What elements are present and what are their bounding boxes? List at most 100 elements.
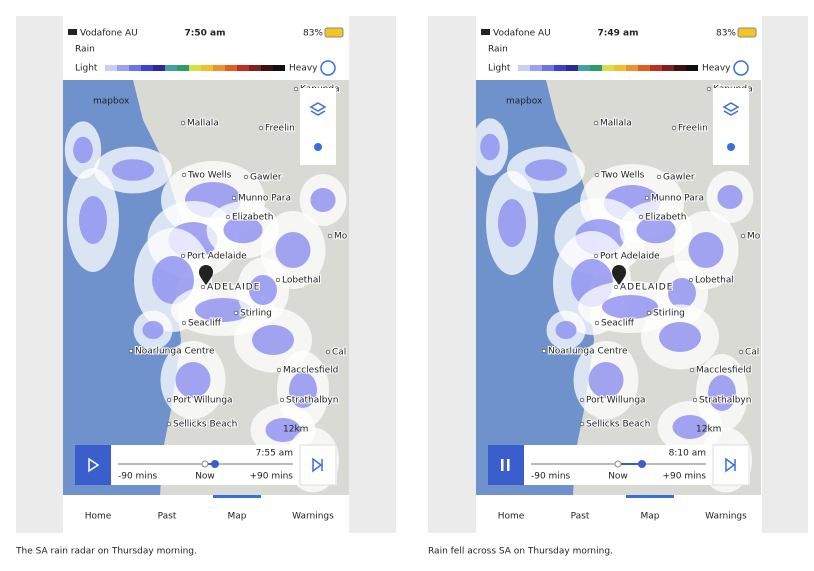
timeline-time: 7:55 am xyxy=(256,449,293,459)
place-label: Elizabeth xyxy=(645,213,686,223)
legend-swatch xyxy=(590,65,602,71)
legend-swatch xyxy=(686,65,698,71)
legend-swatch xyxy=(225,65,237,71)
info-button[interactable] xyxy=(733,60,749,76)
legend-swatch xyxy=(638,65,650,71)
layers-button[interactable] xyxy=(300,88,336,165)
legend-swatch xyxy=(662,65,674,71)
radar-map: mapboxKapundaMallalaFreelinTwo WellsGawl… xyxy=(63,80,349,495)
rain-cell xyxy=(252,325,294,355)
place-dot xyxy=(613,284,619,290)
place-label: Stirling xyxy=(653,309,685,319)
place-dot xyxy=(166,397,172,403)
timeline-end: +90 mins xyxy=(662,472,706,482)
nav-tab[interactable]: Past xyxy=(571,512,590,522)
place-dot xyxy=(128,348,134,354)
pause-icon xyxy=(507,459,510,471)
radar-map: mapboxKapundaMallalaFreelinTwo WellsGawl… xyxy=(476,80,761,495)
place-label: Noarlunga Centre xyxy=(548,347,628,357)
signal-icon xyxy=(68,29,77,35)
rain-cell xyxy=(152,256,194,304)
place-dot xyxy=(594,172,600,178)
slider-thumb[interactable] xyxy=(211,460,219,468)
place-dot xyxy=(325,349,331,355)
legend-swatch xyxy=(518,65,530,71)
place-label: Freelin xyxy=(678,124,708,134)
place-dot xyxy=(594,320,600,326)
legend-swatch xyxy=(177,65,189,71)
place-label: Macclesfield xyxy=(283,366,338,376)
info-button[interactable] xyxy=(320,60,336,76)
slider-thumb[interactable] xyxy=(638,460,646,468)
rain-cell xyxy=(708,375,736,411)
place-label: Two Wells xyxy=(187,171,232,181)
place-dot xyxy=(258,125,264,131)
legend-swatch xyxy=(201,65,213,71)
status-time: 7:50 am xyxy=(185,29,226,39)
rain-cell xyxy=(668,278,696,308)
legend-swatch xyxy=(578,65,590,71)
place-dot xyxy=(656,174,662,180)
map-scale: 12km xyxy=(283,425,308,435)
place-label: Strathalbyn xyxy=(699,396,751,406)
legend-swatch xyxy=(141,65,153,71)
timeline-start: -90 mins xyxy=(531,472,571,482)
legend-swatch xyxy=(129,65,141,71)
place-dot xyxy=(593,253,599,259)
rain-cell xyxy=(112,159,154,181)
rain-cell xyxy=(249,275,277,305)
layers-button[interactable] xyxy=(713,88,749,165)
play-button[interactable] xyxy=(75,445,111,485)
timeline-end: +90 mins xyxy=(249,472,293,482)
rain-cell xyxy=(73,136,93,164)
location-pin xyxy=(199,265,213,285)
rain-cell xyxy=(223,216,263,244)
timeline-now: Now xyxy=(195,472,215,482)
rain-cell xyxy=(672,415,708,439)
place-label: ADELAIDE xyxy=(620,283,673,293)
skip-button[interactable] xyxy=(299,444,337,486)
rain-cell xyxy=(289,372,317,408)
rain-cell xyxy=(659,322,701,352)
place-dot xyxy=(593,120,599,126)
place-dot xyxy=(279,397,285,403)
place-dot xyxy=(738,349,744,355)
rain-cell xyxy=(195,298,251,322)
nav-tab[interactable]: Map xyxy=(641,512,660,522)
place-label: Port Willunga xyxy=(586,396,646,406)
skip-button[interactable] xyxy=(712,444,750,486)
place-dot xyxy=(275,277,281,283)
timeline-time: 8:10 am xyxy=(669,449,706,459)
nav-tab[interactable]: Home xyxy=(498,512,525,522)
place-dot xyxy=(180,253,186,259)
carrier: Vodafone AU xyxy=(80,29,138,39)
legend-swatch xyxy=(602,65,614,71)
place-dot xyxy=(181,320,187,326)
legend-low: Light xyxy=(75,64,98,74)
legend-swatch xyxy=(530,65,542,71)
nav-tab[interactable]: Map xyxy=(228,512,247,522)
nav-tab[interactable]: Warnings xyxy=(292,512,334,522)
place-dot xyxy=(233,310,239,316)
legend-swatch xyxy=(189,65,201,71)
rain-cell xyxy=(79,196,107,244)
place-label: Lobethal xyxy=(695,276,734,286)
rain-cell xyxy=(175,362,211,398)
place-label: Mallala xyxy=(187,119,219,129)
skip-icon xyxy=(725,457,736,473)
place-dot xyxy=(692,397,698,403)
legend-swatch xyxy=(614,65,626,71)
place-label: Freelin xyxy=(265,124,295,134)
nav-tab[interactable]: Warnings xyxy=(705,512,747,522)
nav-tab[interactable]: Home xyxy=(85,512,112,522)
play-button[interactable] xyxy=(488,445,524,485)
legend-swatch xyxy=(249,65,261,71)
place-label: Port Willunga xyxy=(173,396,233,406)
layers-icon xyxy=(722,102,740,116)
layer-name: Rain xyxy=(488,45,508,55)
timeline-start: -90 mins xyxy=(118,472,158,482)
place-label: Cal xyxy=(745,348,759,358)
now-marker xyxy=(614,460,622,468)
place-dot xyxy=(579,421,585,427)
nav-tab[interactable]: Past xyxy=(158,512,177,522)
